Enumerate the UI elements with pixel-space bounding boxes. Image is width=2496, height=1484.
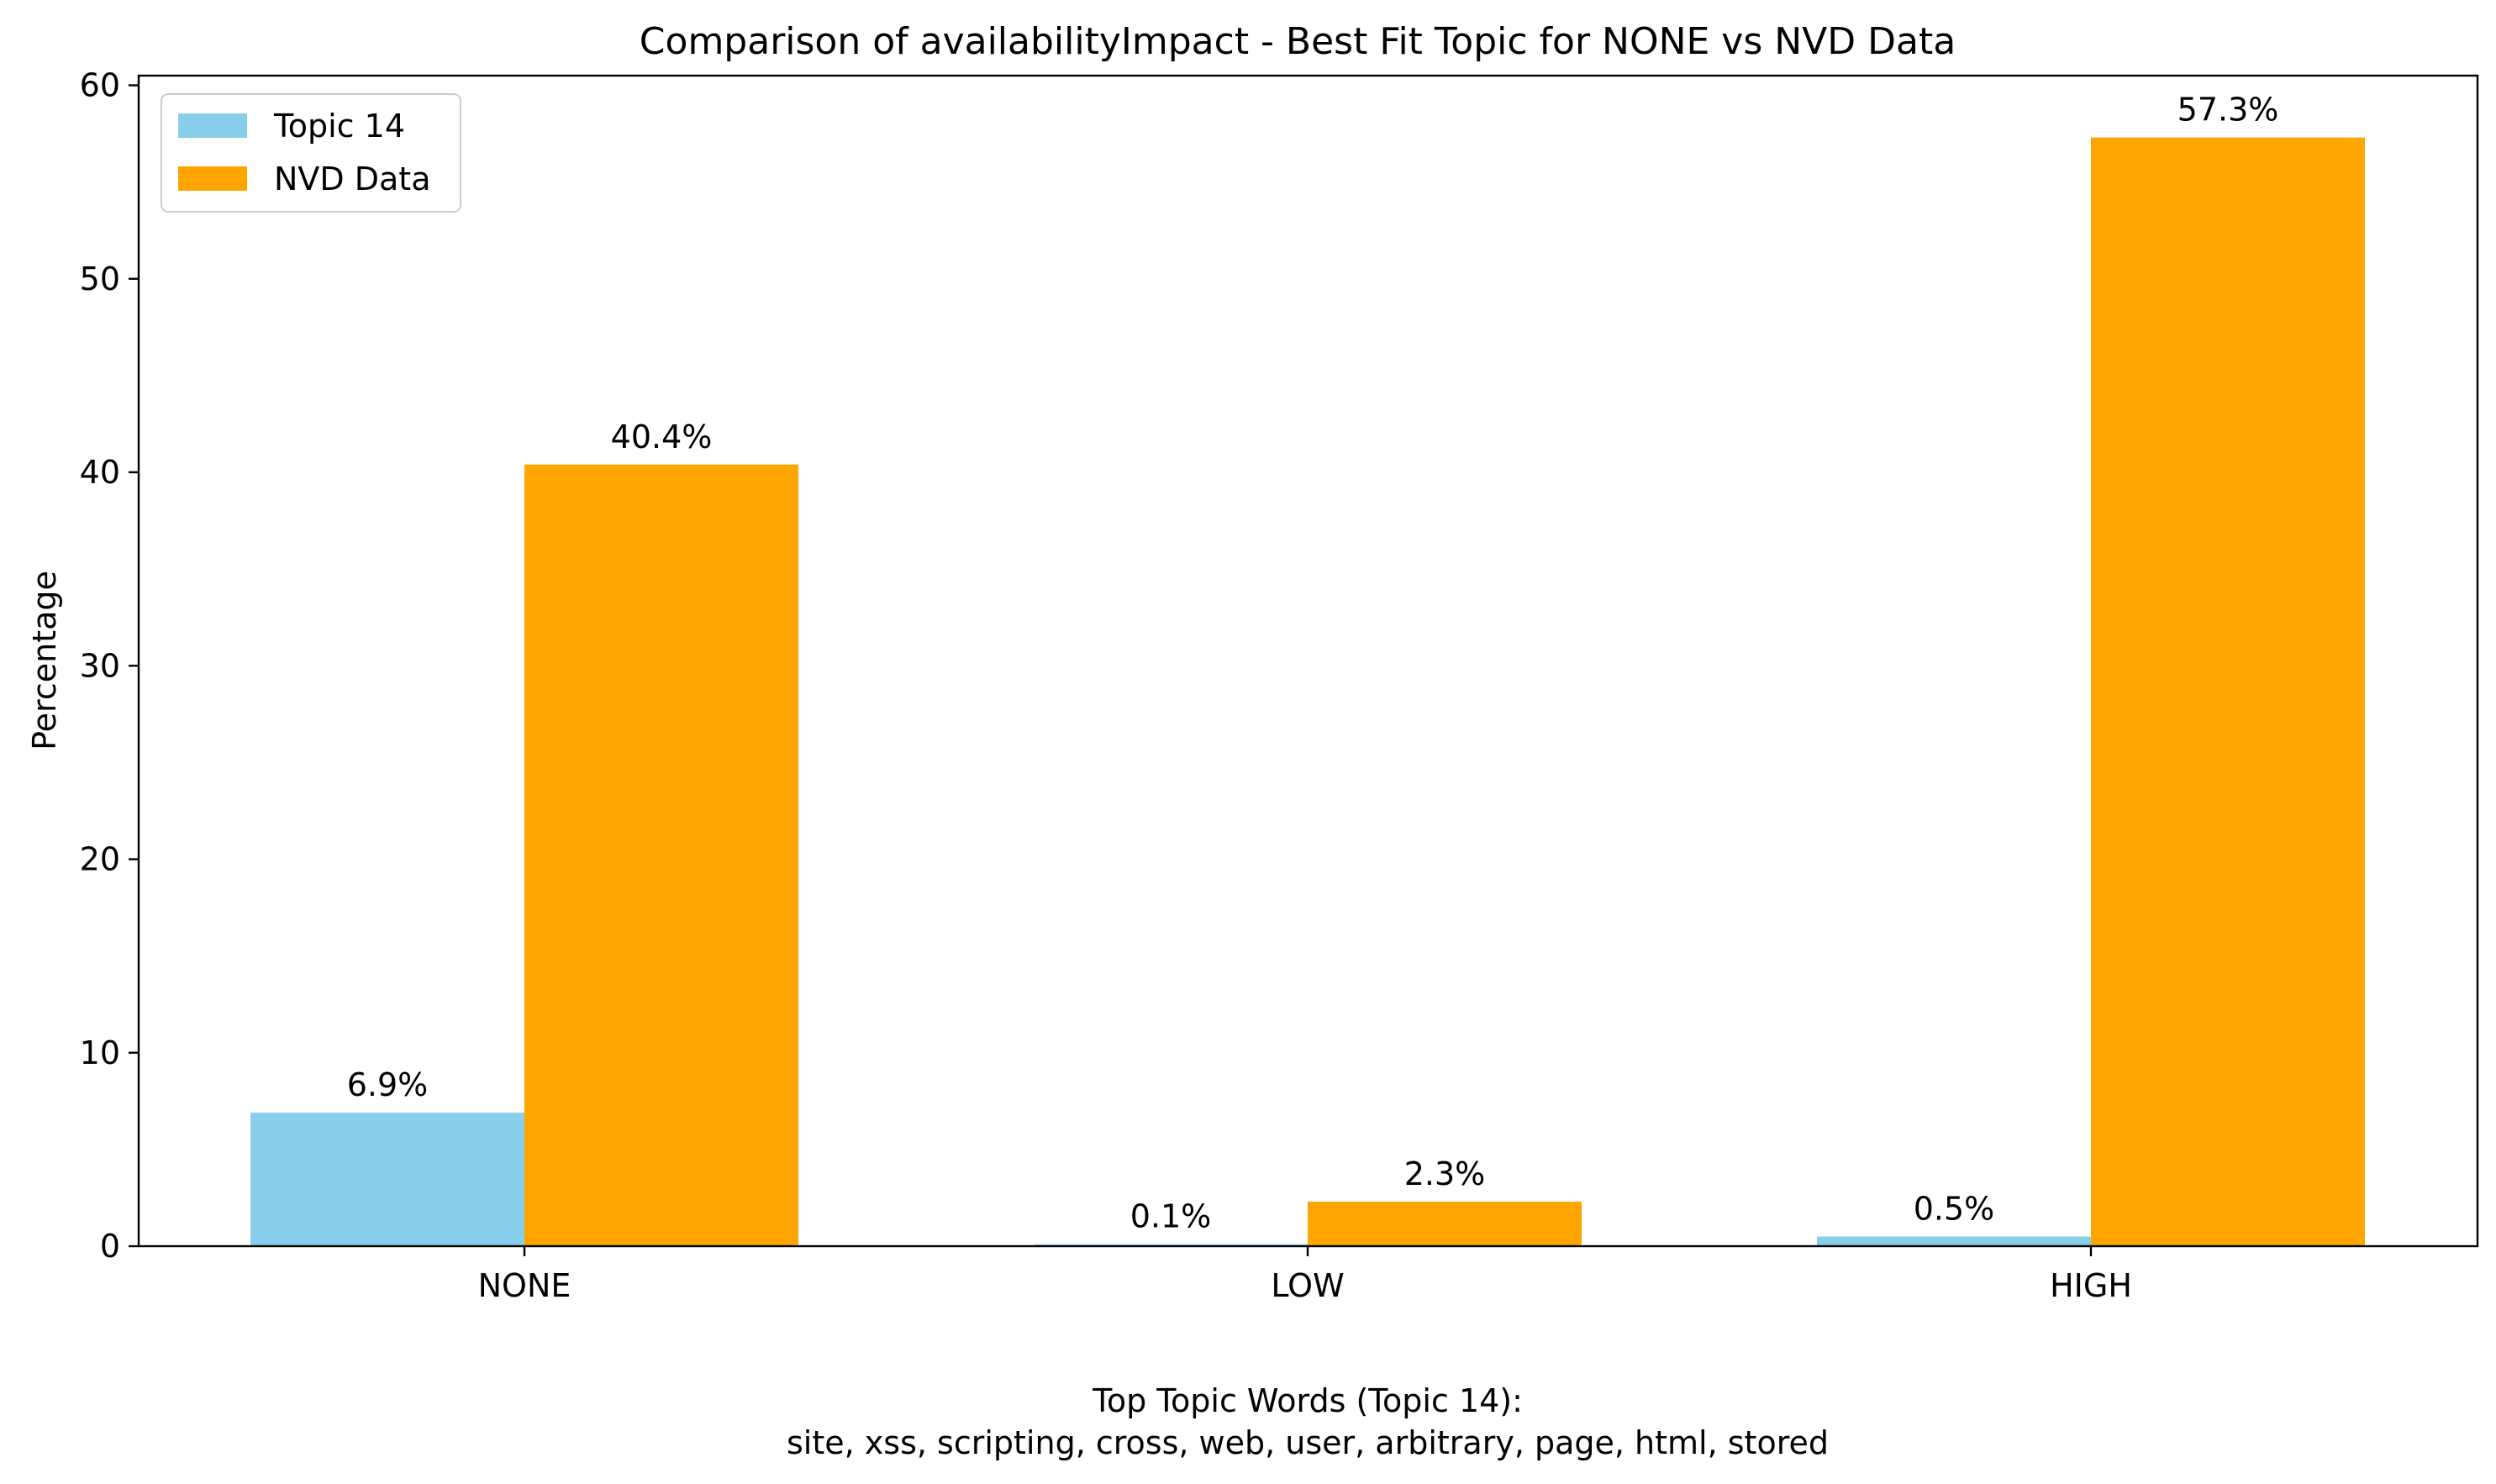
- y-tick-label: 10: [80, 1034, 120, 1071]
- bar-nvd-data-none: [524, 464, 798, 1246]
- plot-frame: [137, 74, 2479, 1248]
- x-tick-label-none: NONE: [478, 1267, 571, 1304]
- legend-label-topic-14: Topic 14: [273, 108, 405, 145]
- data-label-nvd-data-high: 57.3%: [2177, 92, 2279, 129]
- legend-swatch-nvd-data: [178, 166, 247, 191]
- caption-line-2: site, xss, scripting, cross, web, user, …: [787, 1424, 1829, 1461]
- x-axis: NONE LOW HIGH: [478, 1246, 2132, 1304]
- legend-swatch-topic-14: [178, 113, 247, 138]
- legend-label-nvd-data: NVD Data: [274, 161, 431, 197]
- data-labels-layer: 6.9% 0.1% 0.5% 40.4% 2.3% 57.3%: [347, 92, 2279, 1235]
- y-tick-label: 0: [100, 1228, 120, 1265]
- y-axis: 0 10 20 30 40 50 60: [80, 67, 139, 1265]
- data-label-topic-14-low: 0.1%: [1130, 1198, 1212, 1235]
- bar-nvd-data-high: [2091, 137, 2365, 1247]
- y-tick-label: 40: [80, 454, 120, 491]
- bar-topic-14-none: [250, 1113, 524, 1246]
- bar-nvd-data-low: [1308, 1202, 1582, 1246]
- y-axis-label: Percentage: [26, 571, 63, 750]
- bar-topic-14-high: [1817, 1236, 2091, 1246]
- x-tick-label-low: LOW: [1271, 1267, 1344, 1304]
- legend: Topic 14 NVD Data: [161, 93, 461, 213]
- data-label-nvd-data-low: 2.3%: [1404, 1155, 1486, 1192]
- bars-layer: [250, 137, 2365, 1247]
- data-label-nvd-data-none: 40.4%: [611, 418, 713, 455]
- y-tick-label: 30: [80, 647, 120, 684]
- caption-line-1: Top Topic Words (Topic 14):: [1092, 1382, 1523, 1419]
- x-tick-label-high: HIGH: [2050, 1267, 2132, 1304]
- y-tick-label: 50: [80, 260, 120, 297]
- data-label-topic-14-high: 0.5%: [1914, 1190, 1995, 1227]
- y-tick-label: 20: [80, 841, 120, 878]
- data-label-topic-14-none: 6.9%: [347, 1066, 429, 1103]
- y-tick-label: 60: [80, 67, 120, 104]
- chart-title: Comparison of availabilityImpact - Best …: [640, 20, 1956, 63]
